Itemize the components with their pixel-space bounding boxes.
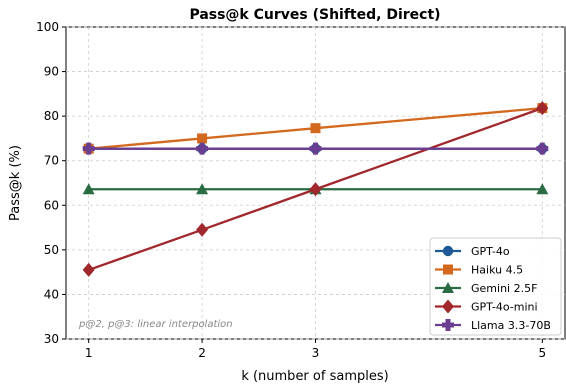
data-point-haiku-4-5 [310,123,321,134]
data-point-haiku-4-5 [197,133,208,144]
y-tick-label: 50 [44,243,59,257]
data-point-llama-3-3-70b [536,142,549,155]
data-point-gemini-2-5f [536,183,549,195]
legend-label-haiku-4-5: Haiku 4.5 [471,264,523,277]
legend: GPT-4o Haiku 4.5 Gemini 2.5F GPT-4o-mini Lla… [429,237,562,336]
legend-marker-gpt-4o [442,245,454,257]
legend-marker-llama-3-3-70b [442,319,454,331]
x-tick-label: 5 [538,346,546,360]
legend-marker-gemini-2-5f [442,282,454,293]
series-line-haiku-4-5 [88,106,543,150]
series-layer [82,101,549,277]
data-point-llama-3-3-70b [309,142,322,155]
y-tick-label: 60 [44,198,59,212]
y-tick-label: 100 [36,20,59,34]
legend-label-gpt-4o: GPT-4o [471,245,510,258]
legend-label-gemini-2-5f: Gemini 2.5F [471,282,537,295]
y-tick-label: 30 [44,332,59,346]
y-axis-label: Pass@k (%) [8,145,23,221]
data-point-llama-3-3-70b [82,142,95,155]
data-point-gemini-2-5f [196,183,209,195]
x-tick-label: 3 [312,346,320,360]
data-point-gpt-4o-mini [82,262,95,277]
y-axis-ticks: 30 40 50 60 70 80 90 100 [36,20,66,346]
x-tick-label: 2 [198,346,206,360]
interpolation-note: p@2, p@3: linear interpolation [78,319,233,330]
x-tick-label: 1 [85,346,93,360]
y-tick-label: 90 [44,65,59,79]
legend-marker-gpt-4o-mini [442,299,454,314]
y-tick-label: 80 [44,109,59,123]
x-axis-ticks: 1 2 3 5 [85,339,546,360]
x-axis-label: k (number of samples) [241,369,388,384]
legend-label-llama-3-3-70b: Llama 3.3-70B [471,319,551,332]
y-tick-label: 40 [44,287,59,301]
chart-title: Pass@k Curves (Shifted, Direct) [189,7,440,23]
legend-label-gpt-4o-mini: GPT-4o-mini [471,301,538,314]
data-point-gpt-4o-mini [309,182,322,197]
data-point-llama-3-3-70b [196,142,209,155]
legend-marker-haiku-4-5 [443,264,453,275]
series-llama-3-3-70b [82,142,549,155]
y-tick-label: 70 [44,154,59,168]
data-point-gpt-4o-mini [536,101,549,116]
legend-box [429,237,562,336]
data-point-gpt-4o-mini [196,222,209,237]
data-point-gemini-2-5f [82,183,95,195]
